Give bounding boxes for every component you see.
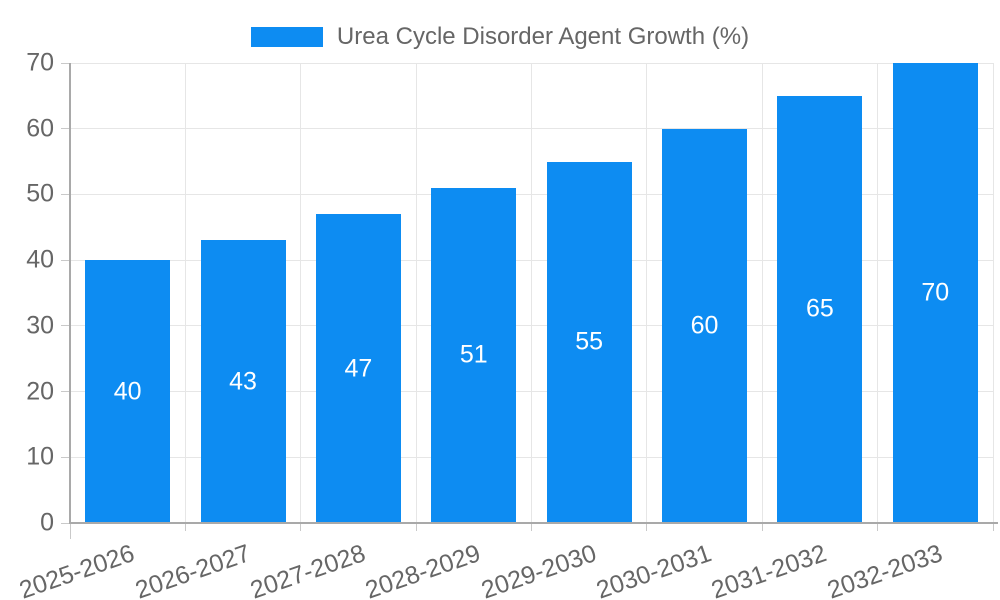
legend-swatch: [250, 27, 323, 47]
x-tick: [300, 523, 302, 531]
bar: 47: [315, 214, 401, 523]
y-tick: [61, 522, 70, 524]
x-tick: [184, 523, 186, 531]
y-tick: [61, 128, 70, 130]
bar: 65: [777, 95, 863, 523]
x-gridline: [761, 63, 763, 523]
legend: Urea Cycle Disorder Agent Growth (%): [0, 23, 1000, 50]
legend-label: Urea Cycle Disorder Agent Growth (%): [336, 23, 750, 50]
y-axis-tick-label: 60: [26, 114, 54, 143]
bar: 51: [431, 187, 517, 523]
y-axis-tick-label: 20: [26, 377, 54, 406]
y-axis-tick-label: 10: [26, 442, 54, 471]
bar-value-label: 65: [806, 294, 834, 323]
x-tick: [531, 523, 532, 531]
x-tick: [761, 523, 763, 531]
x-axis-tick-label: 2025-2026: [15, 539, 139, 600]
y-axis-line: [69, 63, 71, 524]
y-axis-tick-label: 0: [40, 508, 54, 537]
x-axis-tick-label: 2028-2029: [362, 539, 485, 600]
bar-value-label: 40: [113, 377, 142, 406]
bar: 60: [662, 128, 748, 523]
x-gridline: [646, 63, 648, 523]
x-axis-tick-label: 2032-2033: [823, 539, 946, 600]
x-tick: [992, 523, 994, 531]
bar-value-label: 47: [344, 354, 373, 383]
bar-value-label: 60: [690, 311, 719, 340]
x-gridline: [300, 63, 302, 523]
bar-value-label: 70: [921, 278, 950, 307]
y-axis-tick-label: 70: [26, 48, 54, 77]
x-gridline: [992, 63, 994, 523]
y-axis-tick-label: 40: [26, 245, 54, 274]
y-tick: [61, 259, 70, 261]
x-tick: [877, 523, 879, 531]
x-tick: [646, 523, 648, 531]
x-gridline: [531, 63, 532, 523]
bar-value-label: 55: [575, 327, 604, 356]
y-tick: [61, 391, 70, 393]
y-tick: [61, 193, 70, 195]
x-axis-tick-label: 2027-2028: [246, 539, 369, 600]
bar-value-label: 43: [229, 367, 257, 396]
bar: 70: [892, 63, 978, 523]
y-tick: [61, 62, 70, 64]
y-axis-tick-label: 50: [26, 179, 54, 208]
x-axis-tick-label: 2029-2030: [477, 539, 600, 600]
bar: 40: [85, 260, 171, 523]
y-tick: [61, 325, 70, 327]
y-tick: [61, 456, 70, 458]
y-axis-tick-label: 30: [26, 311, 54, 340]
x-axis-tick-label: 2031-2032: [708, 539, 831, 600]
bar: 55: [546, 161, 632, 523]
bar-value-label: 51: [459, 340, 488, 369]
x-gridline: [184, 63, 186, 523]
x-tick: [415, 523, 417, 531]
x-axis-tick-label: 2026-2027: [131, 539, 254, 600]
bar: 43: [200, 240, 286, 523]
x-axis-line: [70, 522, 998, 524]
x-gridline: [415, 63, 417, 523]
x-gridline: [877, 63, 879, 523]
legend-item[interactable]: Urea Cycle Disorder Agent Growth (%): [250, 23, 750, 50]
x-tick: [69, 523, 71, 539]
x-axis-tick-label: 2030-2031: [592, 539, 716, 600]
